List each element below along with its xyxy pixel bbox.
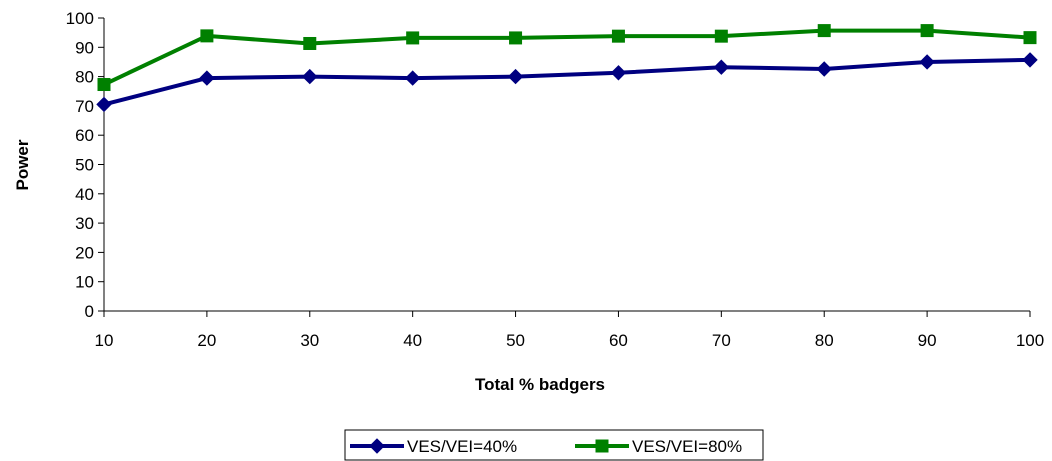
series-layer: [96, 24, 1038, 113]
data-point: [714, 29, 728, 43]
data-point: [920, 24, 934, 38]
y-tick-label: 80: [75, 68, 94, 87]
y-tick-label: 30: [75, 214, 94, 233]
y-tick-label: 0: [85, 302, 94, 321]
data-point: [507, 68, 524, 85]
data-point: [611, 29, 625, 43]
data-point: [303, 36, 317, 50]
legend-swatch-marker: [369, 438, 385, 454]
x-tick-label: 10: [95, 331, 114, 350]
x-axis-ticks: 10 20 30 40 50 60 70 80 90 100: [95, 311, 1044, 350]
data-point: [302, 68, 318, 85]
series-1: [96, 52, 1038, 113]
series-line: [103, 28, 1031, 87]
legend-entry: VES/VEI=80%: [575, 437, 742, 456]
legend-label: VES/VEI=40%: [407, 437, 517, 456]
x-tick-label: 90: [918, 331, 937, 350]
legend-label: VES/VEI=80%: [632, 437, 742, 456]
y-axis-title: Power: [13, 139, 32, 190]
legend-box: [344, 429, 764, 461]
x-tick-label: 100: [1016, 331, 1044, 350]
data-point: [200, 29, 214, 43]
y-tick-label: 50: [75, 156, 94, 175]
x-tick-label: 60: [609, 331, 628, 350]
y-tick-label: 20: [75, 243, 94, 262]
x-axis-title: Total % badgers: [475, 375, 605, 394]
data-point: [713, 59, 730, 75]
series-2: [97, 24, 1037, 92]
y-tick-label: 60: [75, 126, 94, 145]
data-point: [97, 78, 111, 92]
x-tick-label: 20: [197, 331, 216, 350]
series-line: [103, 57, 1031, 107]
legend: VES/VEI=40% VES/VEI=80%: [344, 429, 764, 461]
y-tick-label: 10: [75, 273, 94, 292]
x-tick-label: 80: [815, 331, 834, 350]
y-axis-ticks: 0 10 20 30 40 50 60 70 80 90 100: [66, 9, 104, 321]
data-point: [919, 54, 935, 70]
legend-swatch-marker: [595, 439, 609, 453]
data-point: [406, 31, 420, 45]
y-tick-label: 100: [66, 9, 94, 28]
legend-entry: VES/VEI=40%: [350, 437, 517, 456]
x-tick-label: 40: [403, 331, 422, 350]
plot-area: [104, 18, 1030, 311]
data-point: [817, 24, 831, 38]
data-point: [1023, 31, 1037, 45]
x-tick-label: 50: [506, 331, 525, 350]
x-tick-label: 30: [300, 331, 319, 350]
data-point: [1022, 52, 1038, 68]
y-tick-label: 90: [75, 38, 94, 57]
y-tick-label: 70: [75, 97, 94, 116]
data-point: [509, 31, 523, 45]
data-point: [96, 96, 112, 113]
x-tick-label: 70: [712, 331, 731, 350]
data-point: [404, 70, 421, 86]
data-point: [816, 61, 832, 77]
data-point: [199, 70, 215, 86]
y-tick-label: 40: [75, 185, 94, 204]
data-point: [610, 65, 627, 81]
